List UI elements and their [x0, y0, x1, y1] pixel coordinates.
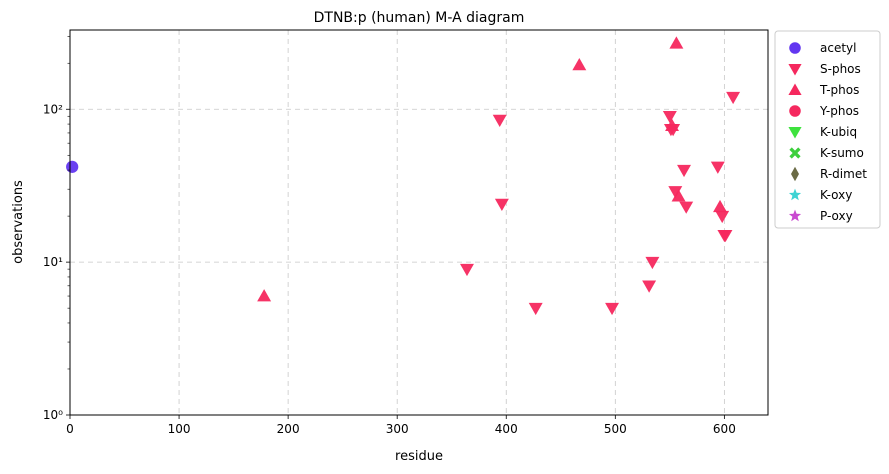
x-axis: 0 100 200 300 400 500 600 [66, 415, 736, 436]
legend-label: K-ubiq [820, 125, 857, 139]
legend-label: T-phos [819, 83, 859, 97]
y-axis-label: observations [11, 180, 26, 264]
x-tick-label: 400 [495, 422, 518, 436]
legend-label: S-phos [820, 62, 861, 76]
data-point-s-phos [668, 186, 683, 199]
data-point-s-phos [710, 161, 725, 174]
x-tick-label: 500 [604, 422, 627, 436]
x-tick-label: 100 [168, 422, 191, 436]
x-tick-label: 200 [277, 422, 300, 436]
x-tick-label: 600 [713, 422, 736, 436]
y-tick-label: 10⁰ [43, 408, 63, 422]
legend-marker-t-phos [788, 83, 802, 95]
data-point-s-phos [494, 198, 509, 211]
data-points [66, 36, 741, 316]
data-point-s-phos [605, 302, 620, 316]
data-point-acetyl [66, 160, 79, 173]
data-point-s-phos [718, 229, 733, 243]
y-axis: 10⁰ 10¹ 10² [43, 36, 70, 422]
plot-frame [69, 29, 769, 416]
legend-box [774, 30, 881, 229]
legend-marker-s-phos [788, 64, 802, 76]
data-point-s-phos [679, 201, 694, 214]
data-point-s-phos [715, 210, 730, 224]
legend-marker-k-oxy [788, 188, 802, 201]
data-point-t-phos [671, 189, 686, 202]
data-point-s-phos [726, 91, 741, 105]
y-tick-label: 10² [43, 102, 63, 116]
legend: acetyl S-phos T-phos Y-phos K-ubiq K-sumo R-di… [774, 30, 881, 229]
x-tick-label: 300 [386, 422, 409, 436]
legend-label: K-oxy [820, 188, 852, 202]
y-tick-label: 10¹ [43, 255, 63, 269]
legend-label: Y-phos [819, 104, 859, 118]
legend-marker-k-sumo [789, 147, 801, 159]
data-point-t-phos [665, 118, 679, 132]
data-point-s-phos [642, 280, 657, 293]
data-point-t-phos [669, 36, 684, 49]
grid [70, 30, 768, 415]
legend-marker-r-dimet [791, 166, 799, 182]
chart-title: DTNB:p (human) M-A diagram [314, 10, 525, 26]
data-point-s-phos [645, 256, 660, 270]
legend-label: acetyl [820, 41, 856, 55]
x-axis-label: residue [395, 449, 443, 464]
legend-marker-y-phos [789, 105, 801, 117]
data-point-t-phos [257, 289, 272, 302]
data-point-s-phos [528, 302, 543, 316]
data-point-s-phos [492, 114, 507, 128]
data-point-s-phos [460, 263, 474, 277]
legend-marker-p-oxy [788, 209, 802, 222]
legend-label: K-sumo [820, 146, 864, 160]
legend-label: P-oxy [820, 209, 853, 223]
x-tick-label: 0 [66, 422, 74, 436]
data-point-t-phos [713, 199, 727, 213]
legend-label: R-dimet [820, 167, 867, 181]
legend-marker-k-ubiq [788, 127, 802, 139]
data-point-s-phos [677, 164, 691, 178]
data-point-t-phos [572, 57, 587, 71]
legend-marker-acetyl [789, 42, 801, 54]
data-point-s-phos [662, 110, 677, 124]
